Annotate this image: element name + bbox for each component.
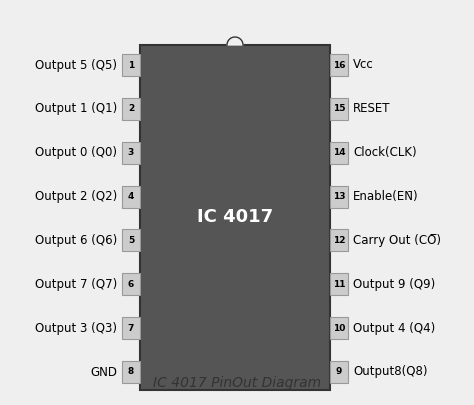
Text: 6: 6 — [128, 280, 134, 289]
Text: 12: 12 — [333, 236, 345, 245]
Text: 9: 9 — [336, 367, 342, 377]
Text: Output 4 (Q4): Output 4 (Q4) — [353, 322, 435, 335]
FancyBboxPatch shape — [122, 185, 140, 208]
Text: 14: 14 — [333, 148, 346, 157]
FancyBboxPatch shape — [330, 361, 348, 383]
Text: Output 6 (Q6): Output 6 (Q6) — [35, 234, 117, 247]
Text: Clock(CLK): Clock(CLK) — [353, 146, 417, 159]
FancyBboxPatch shape — [122, 98, 140, 120]
Text: IC 4017 PinOut Diagram: IC 4017 PinOut Diagram — [153, 376, 321, 390]
Text: Output 7 (Q7): Output 7 (Q7) — [35, 278, 117, 291]
Text: Output 3 (Q3): Output 3 (Q3) — [35, 322, 117, 335]
Polygon shape — [227, 37, 243, 45]
Text: Output 2 (Q2): Output 2 (Q2) — [35, 190, 117, 203]
Text: 8: 8 — [128, 367, 134, 377]
Text: Vcc: Vcc — [353, 58, 374, 72]
Text: 15: 15 — [333, 104, 345, 113]
FancyBboxPatch shape — [330, 229, 348, 252]
FancyBboxPatch shape — [330, 142, 348, 164]
FancyBboxPatch shape — [122, 361, 140, 383]
Text: 13: 13 — [333, 192, 345, 201]
Text: 11: 11 — [333, 280, 345, 289]
Text: 2: 2 — [128, 104, 134, 113]
Text: 1: 1 — [128, 60, 134, 70]
FancyBboxPatch shape — [330, 317, 348, 339]
Text: 16: 16 — [333, 60, 345, 70]
FancyBboxPatch shape — [330, 98, 348, 120]
FancyBboxPatch shape — [122, 273, 140, 295]
Text: 7: 7 — [128, 324, 134, 333]
Text: 10: 10 — [333, 324, 345, 333]
Text: Output 9 (Q9): Output 9 (Q9) — [353, 278, 435, 291]
Text: 3: 3 — [128, 148, 134, 157]
Text: Output 1 (Q1): Output 1 (Q1) — [35, 102, 117, 115]
Text: RESET: RESET — [353, 102, 391, 115]
Text: 5: 5 — [128, 236, 134, 245]
FancyBboxPatch shape — [122, 54, 140, 76]
Text: Output8(Q8): Output8(Q8) — [353, 365, 428, 379]
Text: GND: GND — [90, 365, 117, 379]
FancyBboxPatch shape — [122, 142, 140, 164]
FancyBboxPatch shape — [122, 229, 140, 252]
FancyBboxPatch shape — [330, 273, 348, 295]
Text: Output 5 (Q5): Output 5 (Q5) — [35, 58, 117, 72]
FancyBboxPatch shape — [122, 317, 140, 339]
Text: 4: 4 — [128, 192, 134, 201]
FancyBboxPatch shape — [330, 185, 348, 208]
Text: Enable(ĒN̄): Enable(ĒN̄) — [353, 190, 419, 203]
Text: Carry Out (CO̅): Carry Out (CO̅) — [353, 234, 441, 247]
FancyBboxPatch shape — [140, 45, 330, 390]
Text: IC 4017: IC 4017 — [197, 209, 273, 226]
Text: Output 0 (Q0): Output 0 (Q0) — [35, 146, 117, 159]
FancyBboxPatch shape — [330, 54, 348, 76]
